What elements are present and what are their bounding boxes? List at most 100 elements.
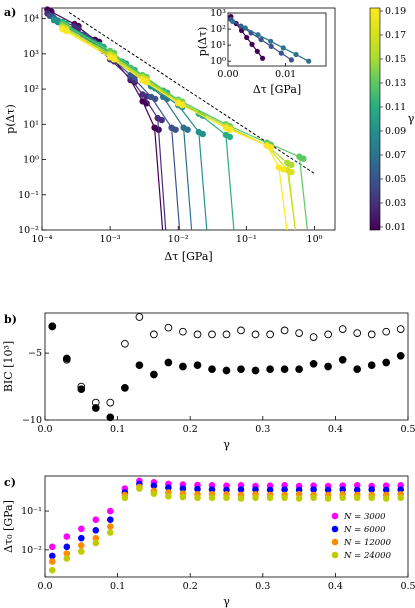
y-tick-label: 10⁻² bbox=[18, 225, 39, 236]
bic-open-marker bbox=[396, 325, 405, 333]
x-tick-label: 0.0 bbox=[37, 424, 52, 435]
colorbar-tick-label: 0.15 bbox=[385, 54, 406, 65]
inset-data-point bbox=[238, 27, 245, 34]
data-point bbox=[223, 494, 230, 502]
x-tick-label: 0.1 bbox=[110, 424, 125, 435]
bic-filled-marker bbox=[222, 366, 231, 375]
data-point bbox=[237, 486, 245, 493]
legend-marker bbox=[331, 525, 339, 533]
y-tick-label: 10³ bbox=[23, 49, 39, 60]
bic-open-marker bbox=[179, 327, 187, 336]
data-point bbox=[339, 494, 347, 502]
y-axis-label: BIC [10³] bbox=[2, 341, 15, 392]
data-point bbox=[49, 552, 56, 560]
data-point bbox=[110, 56, 118, 63]
colorbar bbox=[369, 7, 381, 231]
data-point bbox=[324, 486, 332, 494]
panel-c-label: c) bbox=[4, 476, 16, 489]
inset-y-tick-label: 10¹ bbox=[210, 40, 226, 51]
y-tick-label: 10¹ bbox=[23, 119, 39, 130]
data-point bbox=[267, 144, 275, 151]
colorbar-tick-label: 0.01 bbox=[385, 222, 406, 233]
data-point bbox=[252, 486, 259, 493]
data-point bbox=[397, 486, 405, 493]
inset-data-point bbox=[268, 43, 274, 50]
bic-open-marker bbox=[382, 327, 391, 336]
data-point bbox=[288, 168, 295, 176]
bic-filled-marker bbox=[164, 358, 173, 367]
data-point bbox=[63, 533, 71, 540]
data-point bbox=[78, 525, 85, 533]
data-point bbox=[226, 126, 234, 133]
data-point bbox=[150, 490, 158, 498]
data-point bbox=[151, 95, 159, 103]
data-point bbox=[368, 486, 376, 493]
data-point bbox=[63, 550, 71, 557]
bic-open-marker bbox=[324, 330, 332, 339]
data-point bbox=[353, 482, 361, 489]
x-tick-label: 10⁻² bbox=[168, 234, 189, 245]
data-point bbox=[179, 493, 187, 501]
bic-filled-marker bbox=[135, 361, 144, 370]
data-point bbox=[63, 543, 71, 551]
x-tick-label: 10⁻³ bbox=[100, 234, 121, 245]
x-tick-label: 0.4 bbox=[328, 581, 343, 592]
bic-open-marker bbox=[237, 326, 245, 335]
inset-data-point bbox=[293, 51, 299, 58]
inset-data-point bbox=[260, 55, 266, 61]
inset-x-tick-label: 0.01 bbox=[275, 69, 296, 80]
inset-data-point bbox=[288, 57, 294, 63]
y-tick-label: 10⁻¹ bbox=[18, 190, 39, 201]
inset-data-point bbox=[268, 38, 274, 44]
data-point bbox=[179, 101, 186, 109]
x-tick-label: 10⁻¹ bbox=[236, 234, 257, 245]
bic-filled-marker bbox=[338, 355, 347, 364]
bic-filled-marker bbox=[353, 365, 362, 374]
inset-data-point bbox=[254, 48, 260, 55]
x-tick-label: 0.3 bbox=[255, 424, 270, 435]
data-point bbox=[107, 523, 114, 530]
inset-data-point bbox=[278, 50, 284, 56]
data-point bbox=[288, 161, 295, 169]
data-point bbox=[63, 28, 70, 35]
x-axis-label: Δτ [GPa] bbox=[164, 250, 212, 263]
data-point bbox=[295, 495, 303, 502]
colorbar-tick-label: 0.03 bbox=[385, 198, 406, 209]
panel-b-label: b) bbox=[4, 313, 17, 326]
y-tick-label: 10⁴ bbox=[23, 14, 39, 25]
data-point bbox=[78, 534, 85, 542]
data-point bbox=[368, 494, 376, 502]
y-tick-label: 10² bbox=[23, 84, 39, 95]
data-point bbox=[121, 494, 129, 502]
x-tick-label: 0.2 bbox=[183, 424, 198, 435]
inset-data-point bbox=[280, 45, 286, 51]
bic-open-marker bbox=[353, 329, 362, 337]
inset-data-point bbox=[230, 18, 236, 24]
legend-label: N = 12000 bbox=[343, 538, 392, 548]
bic-open-marker bbox=[208, 330, 216, 339]
data-point bbox=[252, 494, 259, 502]
x-tick-label: 10⁻⁴ bbox=[32, 234, 53, 245]
data-point bbox=[382, 486, 390, 494]
inset-y-tick-label: 10³ bbox=[210, 8, 226, 19]
inset-data-point bbox=[244, 34, 250, 41]
data-point bbox=[226, 133, 234, 141]
data-point bbox=[150, 482, 158, 490]
data-point bbox=[136, 485, 143, 492]
bic-filled-marker bbox=[367, 361, 376, 370]
y-tick-label: 10⁻² bbox=[21, 545, 42, 556]
y-tick-label: 10⁻¹ bbox=[21, 506, 42, 517]
bic-open-marker bbox=[150, 330, 158, 339]
data-point bbox=[78, 548, 85, 555]
bic-open-marker bbox=[266, 330, 274, 339]
bic-filled-marker bbox=[280, 365, 289, 374]
fit-curve bbox=[47, 9, 164, 231]
inset-frame bbox=[227, 12, 327, 67]
colorbar-tick-label: 0.19 bbox=[385, 6, 406, 17]
data-point bbox=[281, 486, 288, 493]
data-point bbox=[199, 130, 206, 138]
x-axis-label: γ bbox=[223, 438, 230, 451]
colorbar-tick-label: 0.07 bbox=[385, 150, 406, 161]
panel-a-frame bbox=[41, 7, 336, 231]
bic-filled-marker bbox=[150, 370, 158, 379]
